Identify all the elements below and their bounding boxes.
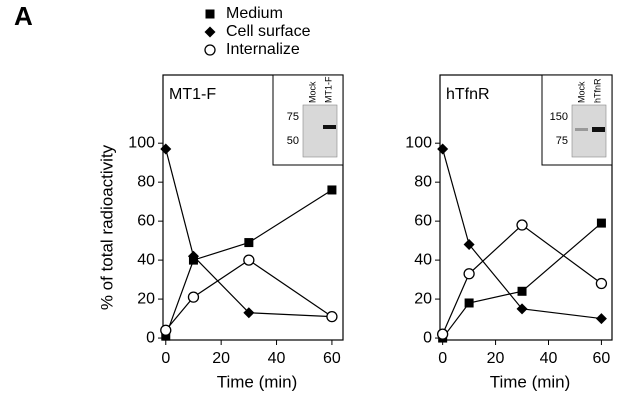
y-tick-label: 20 <box>137 290 155 307</box>
plot-frame <box>162 74 344 341</box>
x-tick-label: 60 <box>593 350 611 367</box>
data-point <box>187 250 199 262</box>
series-line <box>442 224 602 335</box>
data-point <box>160 324 172 336</box>
legend-label: Cell surface <box>226 23 311 40</box>
y-tick-label: 100 <box>405 134 432 151</box>
data-point <box>161 331 171 341</box>
data-point <box>187 291 200 303</box>
data-point <box>243 307 255 319</box>
x-axis-label: Time (min) <box>217 372 298 391</box>
data-point <box>464 298 474 308</box>
data-point <box>596 218 606 228</box>
blot <box>302 104 338 158</box>
inset-marker-label: 75 <box>287 111 299 123</box>
blot-band <box>575 128 588 131</box>
data-point <box>326 310 338 323</box>
panel-title: MT1-F <box>169 86 216 103</box>
series-line <box>442 148 602 320</box>
inset-marker-label: 75 <box>556 135 568 147</box>
panel-label: A <box>14 1 33 31</box>
x-tick-label: 20 <box>212 350 230 367</box>
inset-lane-label: hTfnR <box>592 78 602 103</box>
inset-marker-label: 150 <box>550 111 568 123</box>
data-point <box>160 143 172 155</box>
data-point <box>327 185 337 195</box>
y-tick-label: 60 <box>137 212 155 229</box>
legend-marker <box>204 26 216 38</box>
y-tick-label: 20 <box>414 290 432 307</box>
data-point <box>436 328 449 340</box>
series-line <box>165 259 333 331</box>
inset-lane-label: Mock <box>576 81 586 103</box>
data-point <box>517 286 527 296</box>
data-point <box>243 254 255 266</box>
x-tick-label: 40 <box>268 350 286 367</box>
y-tick-label: 80 <box>137 173 155 190</box>
panel-title: hTfnR <box>446 86 490 103</box>
blot-band <box>323 125 336 129</box>
data-point <box>516 219 528 231</box>
y-axis-label: % of total radioactivity <box>97 144 116 310</box>
data-point <box>463 268 475 280</box>
x-tick-label: 20 <box>487 350 505 367</box>
y-tick-label: 100 <box>128 134 155 151</box>
inset-lane-label: MT1-F <box>323 76 333 103</box>
legend-label: Medium <box>226 5 283 22</box>
legend-marker <box>204 44 216 56</box>
data-point <box>244 238 254 248</box>
inset-marker-label: 50 <box>287 135 299 147</box>
series-line <box>442 222 602 339</box>
y-tick-label: 80 <box>414 173 432 190</box>
data-point <box>516 303 528 315</box>
data-point <box>595 313 607 325</box>
y-tick-label: 60 <box>414 212 432 229</box>
plot-frame <box>439 74 613 341</box>
blot-band <box>592 127 605 132</box>
series-line <box>165 148 332 318</box>
data-point <box>437 143 449 155</box>
legend-marker <box>205 9 215 19</box>
inset-lane-label: Mock <box>307 81 317 103</box>
x-tick-label: 60 <box>323 350 341 367</box>
legend-label: Internalize <box>226 41 300 58</box>
y-tick-label: 0 <box>423 329 432 346</box>
series-line <box>165 189 333 337</box>
x-tick-label: 0 <box>438 350 447 367</box>
x-axis-label: Time (min) <box>490 372 571 391</box>
y-tick-label: 0 <box>146 329 155 346</box>
y-tick-label: 40 <box>137 251 155 268</box>
y-tick-label: 40 <box>414 251 432 268</box>
data-point <box>595 277 608 290</box>
data-point <box>463 239 475 251</box>
x-tick-label: 0 <box>161 350 170 367</box>
x-tick-label: 40 <box>540 350 558 367</box>
